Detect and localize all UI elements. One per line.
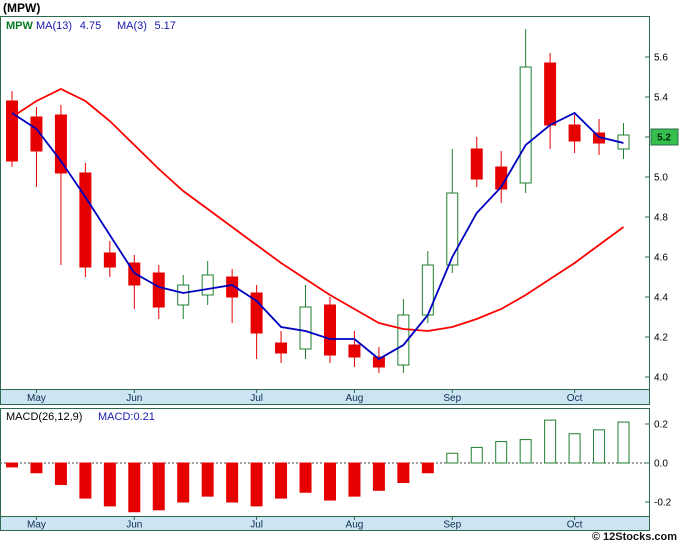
macd-bar	[495, 441, 508, 464]
macd-tick-label: 0.2	[654, 420, 668, 431]
candle	[54, 114, 67, 174]
legend-ma-value: 4.75	[80, 20, 101, 32]
macd-bar	[6, 462, 18, 468]
macd-bar	[201, 462, 214, 497]
price-tick-label: 5.4	[654, 93, 668, 104]
copyright: © 12Stocks.com	[591, 531, 677, 543]
macd-bar	[128, 462, 141, 513]
price-tick-label: 5.0	[654, 173, 668, 184]
candle	[152, 272, 165, 308]
month-label: Jun	[126, 393, 142, 404]
macd-month-band	[0, 516, 650, 531]
month-label: Sep	[443, 520, 461, 531]
macd-bar	[348, 462, 361, 497]
candle	[470, 148, 483, 180]
month-label: Oct	[567, 393, 583, 404]
macd-bar	[421, 462, 434, 474]
macd-month-labels: May Jun Jul Aug Sep Oct	[27, 516, 583, 531]
macd-legend-label: MACD(26,12,9)	[6, 411, 82, 423]
macd-bar	[470, 446, 483, 464]
candle	[348, 344, 361, 358]
macd-tick-label: -0.2	[654, 498, 672, 509]
macd-bar	[103, 462, 116, 507]
macd-bar	[177, 462, 190, 503]
macd-tick-label: 0.0	[654, 459, 668, 470]
macd-bar	[152, 462, 165, 511]
candles-group	[6, 29, 630, 373]
legend-ma-value: 5.17	[155, 20, 176, 32]
candle	[323, 304, 336, 356]
month-label: May	[27, 520, 46, 531]
price-y-axis: 5.6 5.4 5.2 5.0 4.8 4.6 4.4 4.2 4.0	[645, 53, 668, 384]
price-chart: 5.6 5.4 5.2 5.0 4.8 4.6 4.4 4.2 4.0 May Jun Jul Aug S…	[0, 16, 679, 405]
price-tick-label: 4.8	[654, 213, 668, 224]
candle	[397, 314, 410, 366]
macd-bar	[519, 439, 532, 464]
candle	[250, 292, 263, 334]
legend-ma-label: MA(3)	[117, 20, 147, 32]
macd-panel-border	[0, 408, 650, 531]
month-label: Jun	[126, 520, 142, 531]
legend-ma-label: MA(13)	[36, 20, 72, 32]
legend-symbol: MPW	[6, 20, 34, 32]
month-label: Jul	[250, 520, 263, 531]
macd-bar	[79, 462, 92, 499]
price-tick-label: 4.4	[654, 293, 668, 304]
price-tick-label: 4.2	[654, 333, 668, 344]
macd-bar	[568, 433, 581, 464]
candle	[299, 306, 312, 350]
ma13-line	[11, 87, 625, 332]
price-tick-label: 4.0	[654, 373, 668, 384]
month-label: Sep	[443, 393, 461, 404]
macd-bar	[323, 462, 336, 501]
macd-bar	[250, 462, 263, 507]
month-label: Jul	[250, 393, 263, 404]
candle	[519, 66, 532, 184]
ma3-line	[11, 111, 624, 361]
macd-legend-value: MACD:0.21	[98, 411, 155, 423]
candle	[226, 276, 239, 298]
price-month-band	[0, 389, 650, 405]
candle	[103, 252, 116, 268]
macd-bars-group	[6, 419, 630, 513]
candle	[446, 192, 459, 266]
badge-value: 5.2	[657, 133, 671, 144]
badge-box	[650, 128, 679, 146]
candle	[275, 342, 288, 354]
macd-bar	[372, 462, 385, 491]
candle	[30, 116, 43, 152]
price-legend: MPW MA(13) 4.75 MA(3) 5.17	[6, 20, 176, 32]
price-tick-label: 4.6	[654, 253, 668, 264]
macd-bar	[54, 462, 67, 485]
macd-bar	[544, 419, 557, 464]
month-label: May	[27, 393, 46, 404]
macd-legend: MACD(26,12,9) MACD:0.21	[6, 411, 155, 423]
candle	[544, 62, 557, 126]
month-label: Aug	[346, 520, 364, 531]
macd-bar	[446, 452, 459, 464]
macd-bar	[299, 462, 312, 493]
price-tick-label: 5.6	[654, 53, 668, 64]
last-price-badge: 5.2	[650, 128, 679, 146]
macd-bar	[30, 462, 43, 474]
macd-bar	[593, 429, 606, 464]
candle	[177, 284, 190, 306]
candle	[6, 100, 18, 162]
macd-bar	[397, 462, 410, 483]
candle	[372, 356, 385, 368]
candle	[201, 274, 214, 296]
macd-chart: 0.2 0.0 -0.2 May Jun Jul Aug Sep Oct MACD(26,12,9…	[0, 408, 672, 531]
candle	[568, 124, 581, 142]
month-label: Oct	[567, 520, 583, 531]
candle	[79, 172, 92, 268]
symbol-title: (MPW)	[3, 1, 41, 15]
month-label: Aug	[346, 393, 364, 404]
macd-bar	[275, 462, 288, 499]
macd-bar	[226, 462, 239, 503]
macd-bar	[617, 421, 630, 464]
price-panel-border	[0, 16, 650, 405]
